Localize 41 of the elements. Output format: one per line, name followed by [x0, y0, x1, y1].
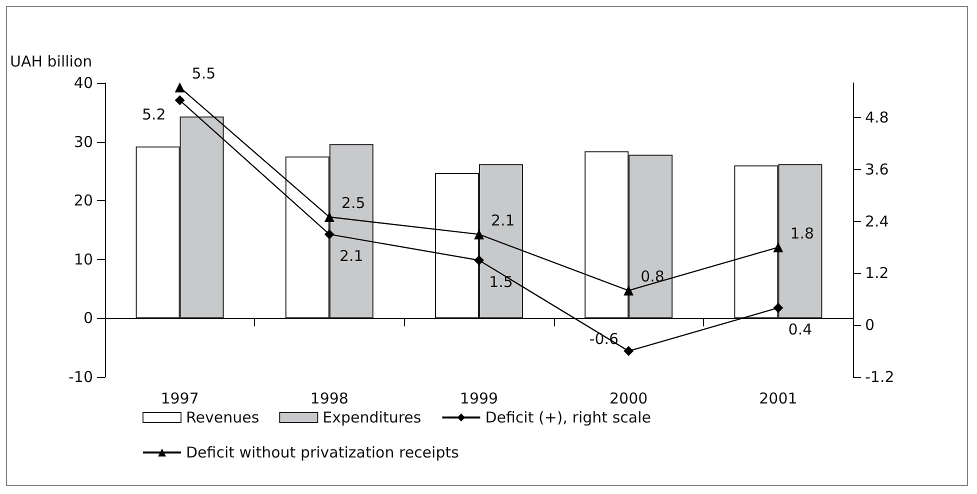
y-tick-label: 0	[83, 309, 93, 328]
point	[773, 242, 784, 252]
y-axis-title: UAH billion	[10, 52, 92, 70]
point	[174, 82, 185, 92]
data-label: 0.8	[640, 268, 664, 286]
point	[624, 346, 634, 356]
x-tick-label: 1999	[460, 390, 498, 408]
y-tick-label: 10	[74, 250, 93, 268]
y-tick-label: 30	[74, 132, 93, 151]
y-tick-label: 20	[74, 192, 93, 210]
y2-tick-label: 0	[865, 316, 875, 334]
data-label: 2.1	[491, 211, 515, 230]
data-label: 1.5	[489, 272, 513, 291]
x-tick-label: 2001	[759, 390, 798, 408]
data-label: 5.5	[192, 64, 216, 82]
data-label: 5.2	[142, 105, 166, 124]
point	[174, 95, 185, 106]
y-tick-label: 40	[74, 74, 93, 92]
legend-label: Deficit without privatization receipts	[186, 444, 460, 462]
point	[474, 229, 484, 240]
y2-tick-label: 3.6	[865, 160, 889, 178]
legend-label: Revenues	[186, 408, 260, 426]
x-tick-label: 2000	[610, 390, 648, 408]
legend-label: Expenditures	[322, 408, 422, 426]
point	[773, 302, 784, 313]
legend-label: Deficit (+), right scale	[485, 408, 651, 426]
y2-tick-label: -1.2	[865, 368, 894, 386]
point	[474, 255, 484, 266]
data-label: 2.5	[341, 194, 366, 212]
data-label: 1.8	[790, 224, 814, 242]
point	[324, 212, 334, 222]
point	[624, 286, 634, 296]
y-tick-label: -10	[68, 368, 93, 386]
data-label: 2.1	[339, 246, 364, 265]
y2-tick-label: 2.4	[865, 212, 889, 230]
y2-tick-label: 4.8	[865, 108, 889, 127]
x-tick-label: 1998	[310, 390, 348, 408]
y2-tick-label: 1.2	[865, 264, 889, 282]
x-tick-label: 1997	[160, 390, 199, 408]
data-label: 0.4	[788, 320, 812, 338]
point	[324, 229, 334, 240]
